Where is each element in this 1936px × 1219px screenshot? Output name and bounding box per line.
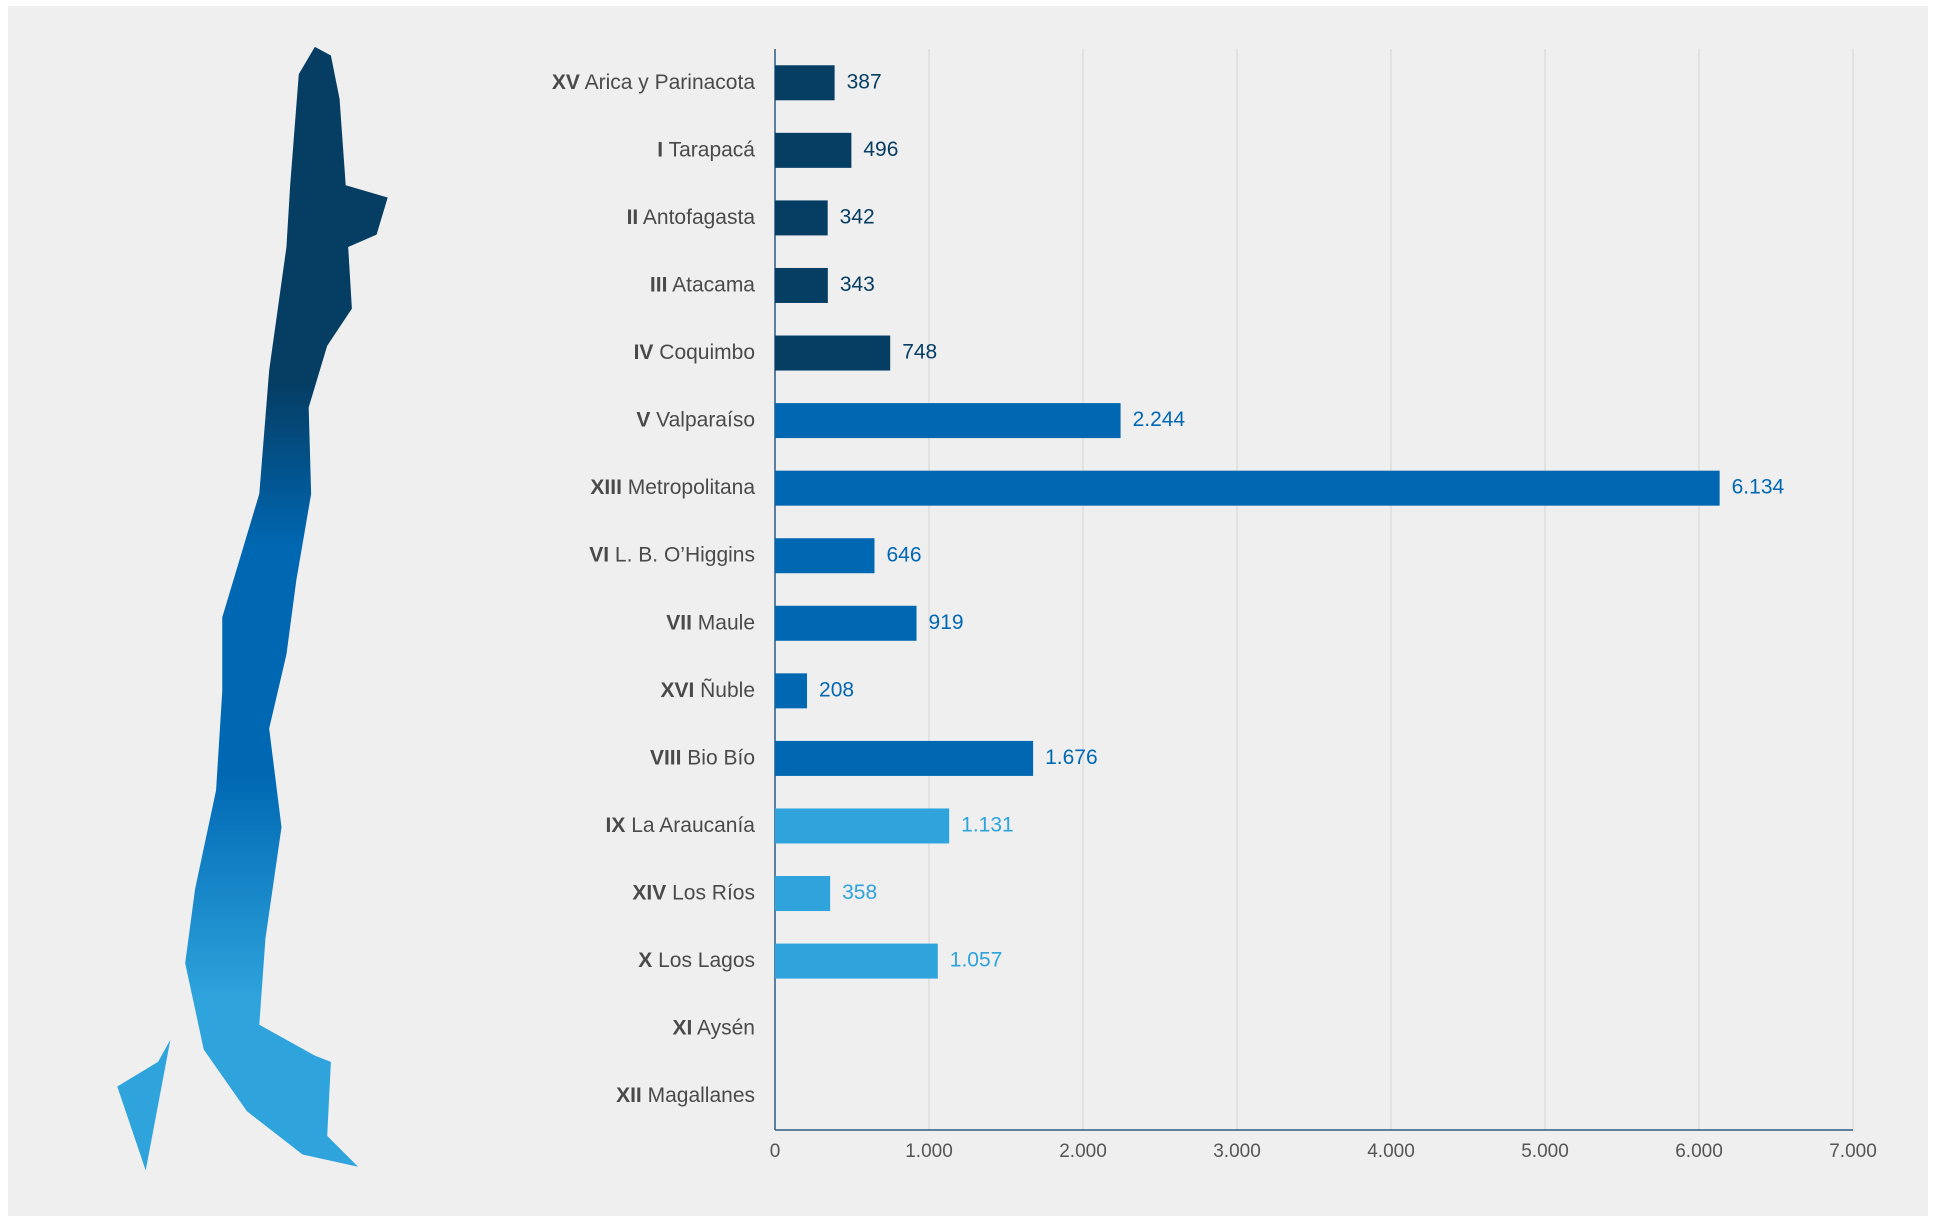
category-label: VII Maule <box>666 611 755 634</box>
value-label: 919 <box>929 611 964 634</box>
category-label: VIII Bio Bío <box>650 746 755 769</box>
bar <box>775 200 828 236</box>
category-label: I Tarapacá <box>657 138 755 161</box>
value-label: 6.134 <box>1732 476 1785 499</box>
bar <box>775 65 835 101</box>
x-tick-label: 2.000 <box>1059 1141 1107 1162</box>
bar <box>775 538 875 574</box>
bar <box>775 335 891 371</box>
x-tick-label: 4.000 <box>1367 1141 1415 1162</box>
value-label: 2.244 <box>1133 408 1186 431</box>
category-label: XVI Ñuble <box>660 677 755 701</box>
category-label: XIV Los Ríos <box>632 881 755 904</box>
bar <box>775 470 1720 506</box>
x-tick-label: 5.000 <box>1521 1141 1569 1162</box>
bar <box>775 267 828 303</box>
value-label: 496 <box>863 138 898 161</box>
map <box>117 46 388 1171</box>
value-label: 208 <box>819 678 854 701</box>
category-label: X Los Lagos <box>638 949 755 972</box>
bar <box>775 403 1121 439</box>
category-label: VI L. B. O’Higgins <box>589 543 755 566</box>
bar <box>775 740 1034 776</box>
category-label: XIII Metropolitana <box>590 476 755 499</box>
category-label: IX La Araucanía <box>606 814 756 837</box>
category-label: XI Aysén <box>672 1016 755 1039</box>
category-label: II Antofagasta <box>627 205 756 228</box>
bar <box>775 876 831 912</box>
value-label: 748 <box>902 341 937 364</box>
bar <box>775 673 808 709</box>
value-label: 1.676 <box>1045 746 1098 769</box>
bar <box>775 605 917 641</box>
x-tick-label: 0 <box>770 1141 781 1162</box>
value-label: 1.057 <box>950 949 1003 972</box>
x-tick-label: 1.000 <box>905 1141 953 1162</box>
value-label: 1.131 <box>961 814 1014 837</box>
value-label: 358 <box>842 881 877 904</box>
x-tick-label: 6.000 <box>1675 1141 1723 1162</box>
bar <box>775 808 950 844</box>
category-label: IV Coquimbo <box>634 341 755 364</box>
category-label: V Valparaíso <box>636 408 755 431</box>
bar <box>775 132 852 168</box>
bar <box>775 943 938 979</box>
value-label: 342 <box>840 205 875 228</box>
value-label: 387 <box>847 70 882 93</box>
category-label: III Atacama <box>650 273 755 296</box>
x-tick-label: 7.000 <box>1829 1141 1877 1162</box>
category-label: XII Magallanes <box>616 1084 755 1107</box>
category-label: XV Arica y Parinacota <box>552 70 755 93</box>
x-tick-label: 3.000 <box>1213 1141 1261 1162</box>
value-label: 646 <box>886 543 921 566</box>
value-label: 343 <box>840 273 875 296</box>
